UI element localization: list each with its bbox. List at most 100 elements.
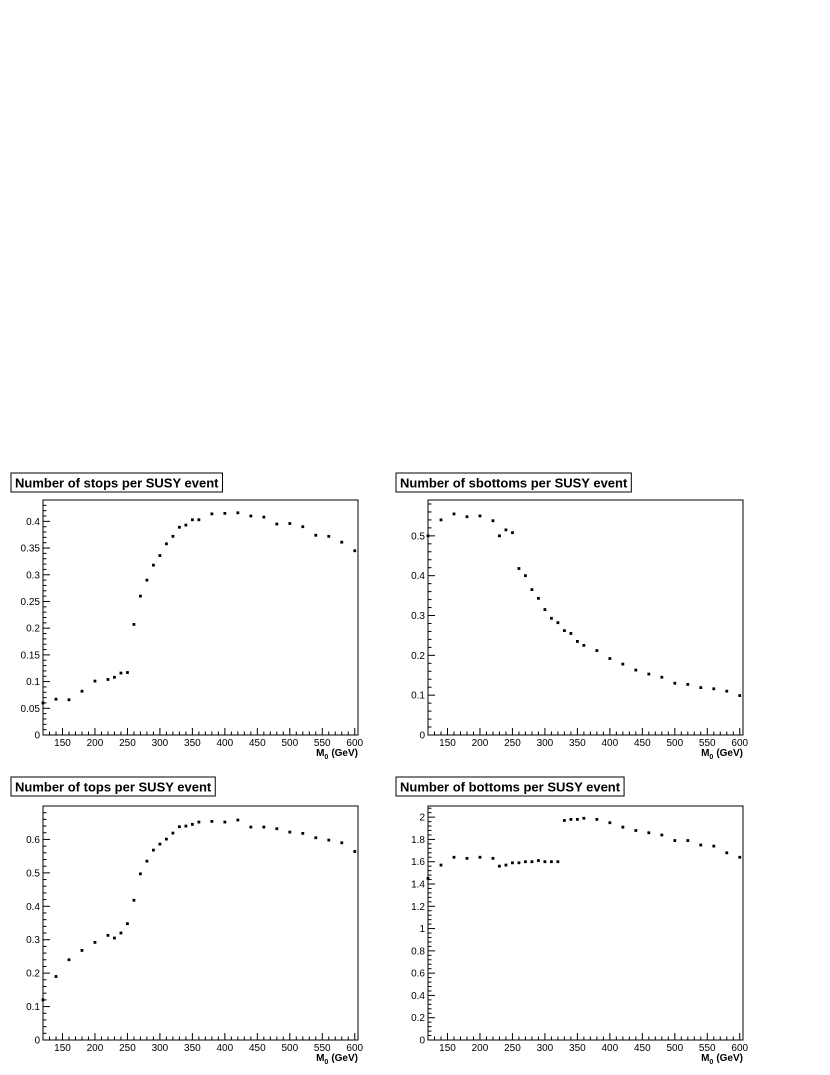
data-point (275, 522, 279, 526)
data-point (556, 621, 560, 625)
x-axis-label: M0 (GeV) (316, 748, 358, 761)
data-point (478, 514, 482, 518)
x-tick-label: 550 (699, 1043, 716, 1054)
x-tick-label: 400 (217, 1043, 234, 1054)
data-point (54, 697, 58, 701)
plot-title: Number of stops per SUSY event (15, 476, 219, 491)
plot-title-box: Number of sbottoms per SUSY event (395, 472, 632, 493)
data-point (165, 542, 168, 546)
data-point (158, 842, 162, 846)
data-point (562, 819, 566, 822)
y-tick-label: 0.4 (26, 902, 40, 913)
data-point (177, 825, 181, 829)
data-point (543, 608, 547, 611)
y-tick-label: 0.05 (21, 704, 41, 715)
data-point (67, 698, 71, 702)
data-point (223, 820, 227, 824)
data-point (353, 549, 357, 553)
data-point (327, 534, 331, 538)
data-point (139, 872, 142, 876)
data-point (673, 681, 677, 685)
x-tick-label: 350 (569, 1043, 586, 1054)
data-series (41, 511, 357, 705)
x-tick-label: 300 (537, 1043, 554, 1054)
plot-frame (427, 805, 744, 1041)
data-point (426, 534, 430, 538)
data-point (595, 649, 599, 652)
x-tick-label: 300 (152, 1043, 169, 1054)
data-point (113, 675, 116, 679)
y-tick-label: 0.4 (26, 517, 40, 528)
x-tick-label: 450 (249, 738, 266, 749)
data-point (139, 594, 142, 598)
x-tick-label: 600 (346, 738, 363, 749)
x-tick-label: 250 (119, 1043, 136, 1054)
data-point (537, 859, 540, 862)
x-tick-label: 400 (217, 738, 234, 749)
data-point (314, 533, 318, 537)
data-point (660, 833, 664, 837)
data-point (582, 816, 586, 820)
x-tick-label: 500 (281, 1043, 298, 1054)
y-tick-label: 0 (419, 731, 425, 742)
data-point (575, 639, 579, 643)
data-point (210, 819, 214, 823)
data-point (621, 825, 625, 829)
data-point (686, 683, 690, 686)
data-point (262, 515, 266, 519)
x-axis-label: M0 (GeV) (701, 748, 743, 761)
x-tick-label: 450 (634, 738, 651, 749)
x-tick-label: 200 (87, 1043, 104, 1054)
data-point (236, 818, 240, 822)
y-tick-label: 0.8 (411, 946, 425, 957)
data-point (210, 512, 214, 516)
data-point (524, 574, 527, 578)
data-point (171, 534, 175, 538)
data-point (190, 822, 194, 826)
x-tick-label: 600 (731, 738, 748, 749)
data-point (340, 540, 344, 544)
data-point (452, 512, 456, 516)
data-point (197, 820, 201, 824)
data-point (249, 514, 253, 518)
data-point (725, 851, 729, 855)
data-point (152, 563, 155, 567)
x-axis-label: M0 (GeV) (316, 1053, 358, 1066)
y-tick-label: 0.3 (411, 611, 425, 622)
y-tick-label: 0.1 (26, 677, 40, 688)
y-tick-label: 0.15 (21, 650, 41, 661)
data-series (426, 816, 742, 880)
y-tick-label: 0 (34, 1036, 40, 1047)
plot-frame (42, 805, 359, 1041)
y-tick-label: 0.4 (411, 991, 425, 1002)
data-point (550, 616, 553, 620)
data-point (621, 662, 625, 666)
x-tick-label: 350 (569, 738, 586, 749)
data-point (80, 689, 84, 693)
data-point (327, 838, 331, 842)
data-point (249, 825, 253, 829)
x-tick-label: 600 (346, 1043, 363, 1054)
data-point (524, 860, 527, 864)
x-tick-label: 500 (666, 738, 683, 749)
y-tick-label: 0.3 (26, 935, 40, 946)
y-tick-label: 0.2 (411, 1013, 425, 1024)
data-point (582, 643, 586, 647)
data-point (171, 831, 175, 835)
data-point (113, 936, 116, 940)
data-point (54, 975, 58, 978)
data-point (550, 860, 553, 864)
data-point (301, 832, 305, 835)
y-tick-label: 0.1 (411, 691, 425, 702)
data-point (67, 958, 71, 962)
y-tick-label: 0.1 (26, 1002, 40, 1013)
x-tick-label: 150 (439, 738, 456, 749)
plot-title: Number of sbottoms per SUSY event (400, 476, 628, 491)
y-tick-label: 0.5 (26, 868, 40, 879)
data-point (608, 657, 612, 660)
data-point (165, 837, 168, 841)
plot-title-box: Number of bottoms per SUSY event (395, 776, 625, 797)
data-point (41, 701, 45, 705)
data-point (738, 694, 742, 697)
